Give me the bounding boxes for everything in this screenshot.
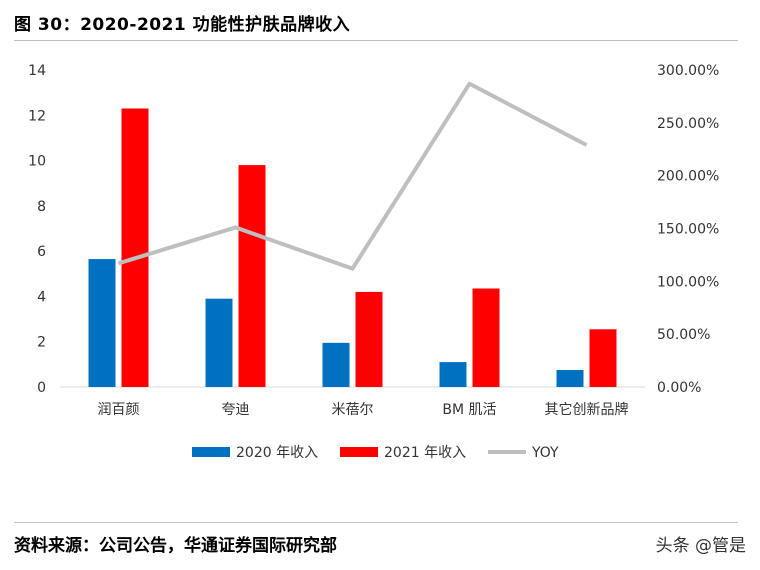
legend-label: 2021 年收入	[384, 445, 466, 461]
source-divider	[14, 522, 738, 523]
legend-swatch	[340, 447, 378, 457]
bar-2021-2	[355, 291, 383, 387]
bar-2020-4	[556, 370, 584, 387]
bar-2021-1	[238, 165, 266, 387]
legend-label: 2020 年收入	[236, 445, 318, 461]
category-label: 米蓓尔	[332, 402, 374, 418]
legend-label: YOY	[531, 445, 559, 461]
left-tick-label: 14	[28, 63, 46, 79]
category-label: 其它创新品牌	[545, 401, 629, 418]
left-tick-label: 10	[28, 154, 46, 170]
chart-area: 0 2 4 6 8 10 12 14 0.00% 50.00% 100.00% 150.00% 200…	[28, 63, 719, 461]
yoy-series-line	[117, 81, 588, 271]
bar-2020-0	[88, 259, 116, 387]
legend-swatch	[192, 447, 230, 457]
category-labels: 润百颜 夸迪 米蓓尔 BM 肌活 其它创新品牌	[98, 401, 629, 418]
figure-title: 图 30：2020-2021 功能性护肤品牌收入	[14, 15, 351, 35]
right-tick-label: 150.00%	[657, 222, 719, 238]
bar-2021-4	[589, 329, 617, 387]
bar-2020-3	[439, 362, 467, 387]
right-tick-label: 300.00%	[657, 63, 719, 79]
right-tick-label: 100.00%	[657, 274, 719, 290]
right-axis-ticks: 0.00% 50.00% 100.00% 150.00% 200.00% 250.00% 3…	[657, 63, 719, 396]
category-label: 润百颜	[98, 402, 140, 418]
left-tick-label: 0	[37, 380, 46, 396]
yoy-line	[117, 81, 588, 271]
right-tick-label: 0.00%	[657, 380, 701, 396]
left-tick-label: 6	[37, 244, 46, 260]
bar-2021-0	[121, 108, 149, 387]
right-tick-label: 250.00%	[657, 116, 719, 132]
category-label: BM 肌活	[442, 402, 496, 418]
bar-2020-1	[205, 298, 233, 387]
left-tick-label: 4	[37, 289, 46, 305]
watermark-text: 头条 @管是	[655, 536, 746, 556]
bars	[88, 108, 617, 387]
bar-2021-3	[472, 288, 500, 387]
right-tick-label: 200.00%	[657, 169, 719, 185]
legend: 2020 年收入 2021 年收入 YOY	[192, 445, 559, 461]
left-tick-label: 12	[28, 108, 46, 124]
left-axis-ticks: 0 2 4 6 8 10 12 14	[28, 63, 46, 396]
left-tick-label: 2	[37, 335, 46, 351]
source-note: 资料来源：公司公告，华通证券国际研究部	[14, 536, 337, 556]
left-tick-label: 8	[37, 199, 46, 215]
right-tick-label: 50.00%	[657, 327, 710, 343]
bar-2020-2	[322, 342, 350, 387]
title-divider	[14, 40, 738, 41]
category-label: 夸迪	[222, 402, 250, 418]
